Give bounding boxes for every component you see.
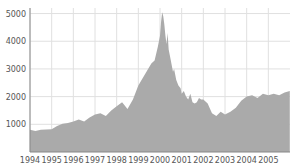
x-tick-label: 2005 xyxy=(258,156,278,165)
axes xyxy=(30,8,290,152)
x-tick-label: 2000 xyxy=(150,156,170,165)
area xyxy=(30,12,290,152)
x-tick-label: 1994 xyxy=(20,156,40,165)
grid xyxy=(30,8,290,152)
x-tick-label: 2002 xyxy=(193,156,213,165)
x-tick-label: 1995 xyxy=(41,156,61,165)
x-axis-line xyxy=(30,152,290,153)
x-tick-label: 2001 xyxy=(171,156,191,165)
y-tick-label: 3000 xyxy=(6,65,26,74)
y-tick-label: 4000 xyxy=(6,37,26,46)
x-tick-label: 1998 xyxy=(106,156,126,165)
y-axis-line xyxy=(30,8,31,152)
chart: 1000 2000 3000 4000 5000 19941995199619971998… xyxy=(0,0,300,168)
y-tick-label: 1000 xyxy=(6,120,26,129)
y-tick-label: 2000 xyxy=(6,93,26,102)
x-tick-label: 1996 xyxy=(63,156,83,165)
x-tick-label: 1997 xyxy=(85,156,105,165)
x-tick-label: 2004 xyxy=(236,156,256,165)
x-grid-line xyxy=(30,8,31,152)
x-tick-label: 2003 xyxy=(215,156,235,165)
x-tick-label: 1999 xyxy=(128,156,148,165)
data xyxy=(30,12,290,152)
y-tick-label: 5000 xyxy=(6,10,26,19)
